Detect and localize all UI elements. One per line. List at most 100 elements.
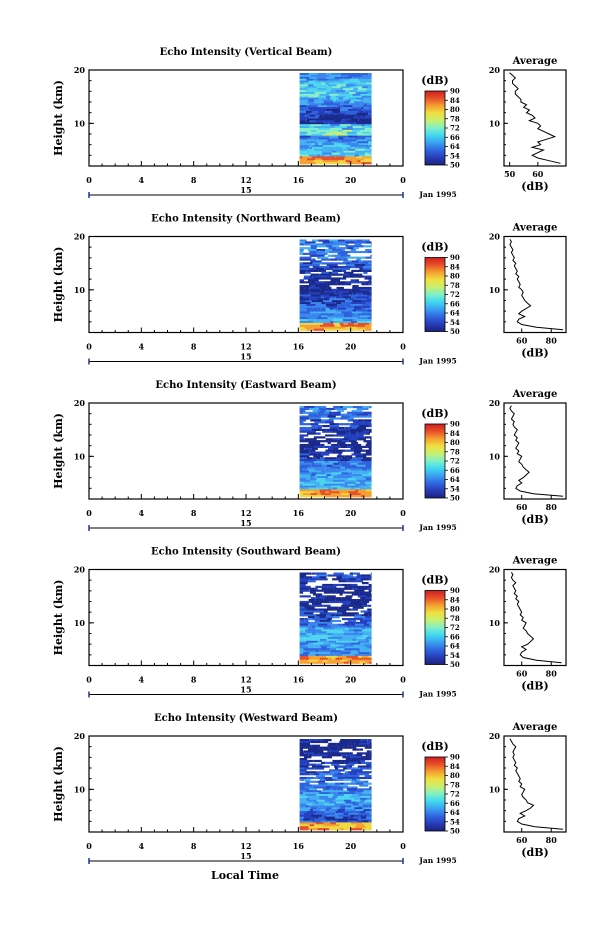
- colorbar-tick-label: 66: [450, 466, 460, 475]
- colorbar-tick-label: 54: [450, 151, 460, 160]
- colorbar-tick-label: 54: [450, 318, 460, 327]
- colorbar-tick-label: 90: [450, 87, 460, 96]
- x-tick-label: 0: [86, 841, 92, 851]
- heatmap-data: [299, 739, 372, 831]
- x-tick-label: 12: [240, 175, 251, 185]
- colorbar-tick-label: 72: [450, 457, 460, 466]
- average-frame: [503, 735, 567, 833]
- average-xlabel: (dB): [521, 513, 548, 526]
- colorbar-tick-label: 80: [450, 605, 460, 614]
- y-tick-label: 10: [74, 784, 86, 794]
- panel-title: Echo Intensity (Northward Beam): [151, 214, 341, 225]
- average-y-tick-label: 20: [489, 232, 501, 242]
- colorbar: [424, 423, 446, 499]
- average-x-tick-label: 60: [532, 169, 544, 179]
- colorbar-tick-label: 78: [450, 614, 460, 623]
- average-title: Average: [512, 389, 558, 400]
- colorbar-tick-label: 84: [450, 762, 460, 771]
- date-month-label: Jan 1995: [418, 190, 456, 199]
- colorbar-tick-label: 66: [450, 632, 460, 641]
- average-xlabel: (dB): [521, 180, 548, 193]
- colorbar-tick-label: 72: [450, 124, 460, 133]
- colorbar-tick-label: 72: [450, 790, 460, 799]
- date-day-label: 15: [240, 352, 251, 362]
- average-title: Average: [512, 56, 558, 67]
- date-month-label: Jan 1995: [418, 856, 456, 865]
- average-profile-line: [510, 571, 562, 664]
- colorbar-tick-label: 90: [450, 586, 460, 595]
- x-tick-label: 4: [139, 841, 145, 851]
- colorbar-tick-label: 78: [450, 780, 460, 789]
- x-tick-label: 0: [400, 508, 406, 518]
- heatmap-data: [299, 73, 372, 165]
- panel-title: Echo Intensity (Eastward Beam): [155, 380, 336, 391]
- date-month-label: Jan 1995: [418, 523, 456, 532]
- y-axis-label: Height (km): [52, 80, 65, 156]
- date-month-label: Jan 1995: [418, 357, 456, 366]
- average-x-tick-label: 60: [516, 336, 528, 346]
- colorbar-tick-label: 90: [450, 253, 460, 262]
- colorbar-tick-label: 50: [450, 660, 460, 669]
- colorbar-unit: (dB): [421, 574, 448, 587]
- x-tick-label: 0: [86, 342, 92, 352]
- colorbar-tick-label: 54: [450, 817, 460, 826]
- panel-4: Echo Intensity (Southward Beam) Height (k…: [52, 547, 567, 699]
- x-tick-label: 20: [345, 175, 357, 185]
- average-xlabel: (dB): [521, 680, 548, 693]
- average-x-tick-label: 80: [546, 502, 558, 512]
- y-tick-label: 20: [74, 398, 86, 408]
- x-tick-label: 0: [400, 675, 406, 685]
- average-y-tick-label: 10: [489, 285, 501, 295]
- average-y-tick-label: 20: [489, 398, 501, 408]
- y-axis-label: Height (km): [52, 413, 65, 489]
- panel-title: Echo Intensity (Southward Beam): [151, 547, 341, 558]
- date-day-label: 15: [240, 518, 251, 528]
- panel-2: Echo Intensity (Northward Beam) Height (k…: [52, 214, 567, 366]
- x-tick-label: 0: [400, 175, 406, 185]
- colorbar-tick-label: 78: [450, 114, 460, 123]
- colorbar-tick-label: 84: [450, 262, 460, 271]
- average-x-tick-label: 60: [516, 669, 528, 679]
- average-y-tick-label: 10: [489, 618, 501, 628]
- y-tick-label: 10: [74, 285, 86, 295]
- heatmap-data: [299, 239, 372, 331]
- colorbar-tick-label: 78: [450, 447, 460, 456]
- colorbar-tick-label: 80: [450, 105, 460, 114]
- x-tick-label: 12: [240, 841, 251, 851]
- colorbar-tick-label: 54: [450, 484, 460, 493]
- y-tick-label: 10: [74, 618, 86, 628]
- x-tick-label: 8: [191, 342, 197, 352]
- colorbar-tick-label: 84: [450, 429, 460, 438]
- x-tick-label: 20: [345, 841, 357, 851]
- x-tick-label: 8: [191, 175, 197, 185]
- average-y-tick-label: 20: [489, 565, 501, 575]
- date-day-label: 15: [240, 185, 251, 195]
- panel-title: Echo Intensity (Westward Beam): [154, 713, 338, 724]
- heatmap-data: [299, 572, 372, 664]
- colorbar-unit: (dB): [421, 241, 448, 254]
- average-y-tick-label: 20: [489, 731, 501, 741]
- colorbar-tick-label: 80: [450, 438, 460, 447]
- y-tick-label: 20: [74, 65, 86, 75]
- x-tick-label: 4: [139, 675, 145, 685]
- date-day-label: 15: [240, 851, 251, 861]
- y-axis-label: Height (km): [52, 247, 65, 323]
- heatmap-data: [299, 406, 372, 498]
- average-x-tick-label: 50: [504, 169, 516, 179]
- x-tick-label: 16: [293, 841, 305, 851]
- average-frame: [503, 568, 567, 667]
- colorbar-tick-label: 78: [450, 281, 460, 290]
- y-tick-label: 10: [74, 451, 86, 461]
- average-xlabel: (dB): [521, 347, 548, 360]
- y-axis-label: Height (km): [52, 746, 65, 822]
- y-tick-label: 20: [74, 232, 86, 242]
- x-tick-label: 8: [191, 841, 197, 851]
- colorbar-tick-label: 72: [450, 623, 460, 632]
- average-title: Average: [512, 223, 558, 234]
- colorbar-tick-label: 66: [450, 799, 460, 808]
- colorbar-tick-label: 64: [450, 642, 460, 651]
- x-axis-label: Local Time: [211, 869, 279, 882]
- average-title: Average: [512, 556, 558, 567]
- colorbar-unit: (dB): [421, 740, 448, 753]
